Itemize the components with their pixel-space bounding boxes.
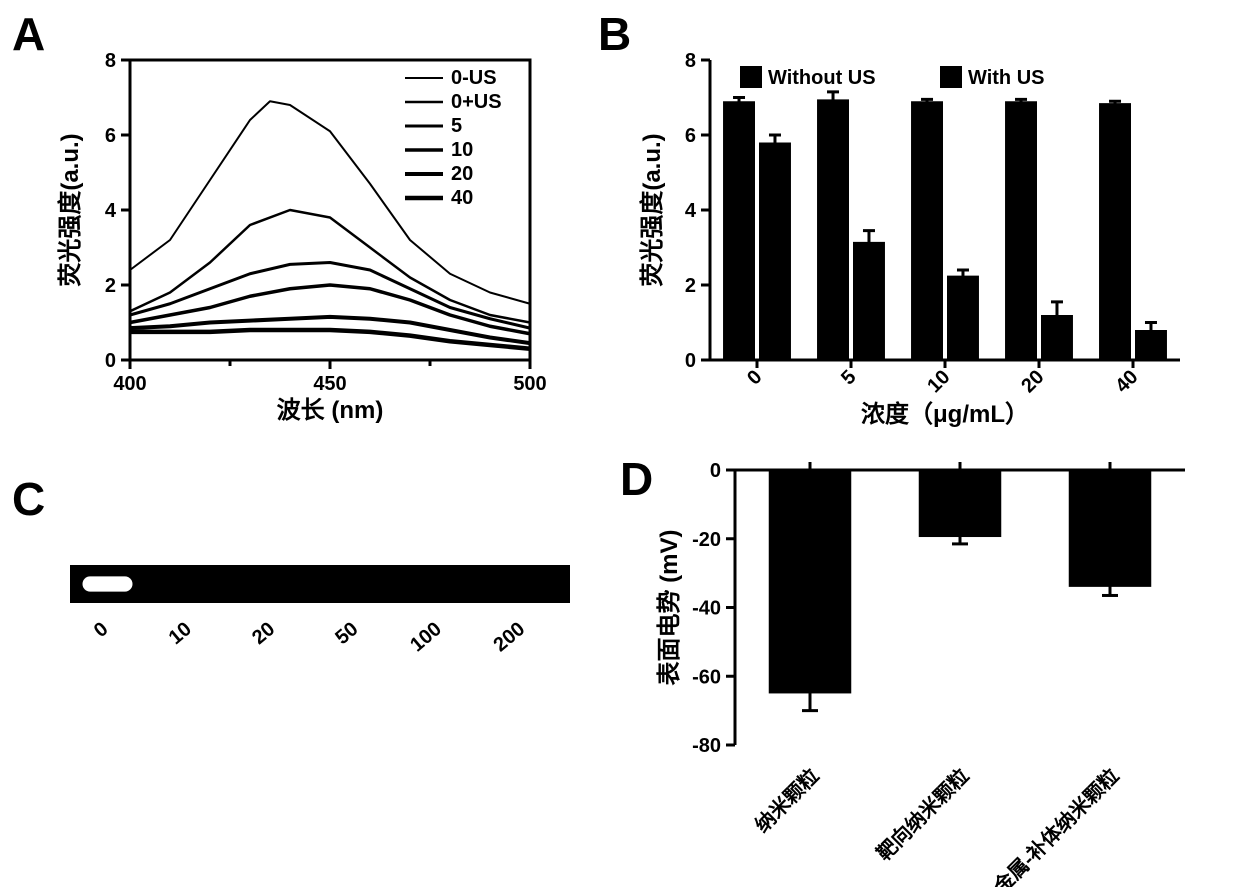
svg-text:0: 0 [685, 350, 696, 372]
panel-c-band [83, 576, 133, 591]
svg-text:8: 8 [685, 50, 696, 72]
panel-d-cat-1: 靶向纳米颗粒 [872, 764, 974, 866]
panel-b-cat-4: 40 [1111, 366, 1142, 397]
panel-b-cat-1: 5 [837, 366, 860, 389]
panel-b-bar-5-0 [817, 99, 849, 360]
panel-c-lane-4: 100 [406, 618, 446, 656]
panel-c-label: C [12, 473, 45, 525]
panel-c-lane-5: 200 [490, 618, 530, 656]
panel-a-legend-3: 10 [451, 139, 473, 161]
svg-text:-80: -80 [692, 735, 721, 757]
svg-text:8: 8 [105, 50, 116, 72]
panel-c-lane-1: 10 [165, 618, 196, 649]
panel-b-label: B [598, 8, 631, 60]
panel-a-legend-5: 40 [451, 187, 473, 209]
svg-text:400: 400 [113, 373, 146, 395]
panel-b-cat-3: 20 [1017, 366, 1048, 397]
panel-a-legend-2: 5 [451, 115, 462, 137]
panel-d-ylabel: 表面电势 (mV) [656, 530, 683, 686]
panel-b-bar-0-0 [723, 101, 755, 360]
panel-a-ylabel: 荧光强度(a.u.) [56, 133, 84, 286]
panel-b-bar-20-0 [1005, 101, 1037, 360]
svg-text:-40: -40 [692, 598, 721, 620]
panel-b-cat-2: 10 [923, 366, 954, 397]
panel-d-bar-1 [919, 470, 1002, 537]
panel-b-cat-0: 0 [743, 366, 766, 389]
panel-a-series-10 [130, 285, 530, 334]
panel-b-legend-0: Without US [768, 67, 876, 89]
panel-b-xlabel: 浓度（μg/mL） [861, 400, 1029, 428]
figure-svg: A02468400450500波长 (nm)荧光强度(a.u.)0-US0+US… [0, 0, 1240, 887]
panel-a-legend-4: 20 [451, 163, 473, 185]
svg-text:4: 4 [105, 200, 117, 222]
panel-b-bar-0-1 [759, 143, 791, 361]
svg-text:4: 4 [685, 200, 697, 222]
panel-d-bar-2 [1069, 470, 1152, 587]
panel-c-lane-3: 50 [331, 618, 362, 649]
panel-a-legend-0: 0-US [451, 67, 497, 89]
panel-a-series-0+US [130, 210, 530, 323]
panel-d-cat-2: 金属-补体纳米颗粒 [988, 764, 1124, 887]
svg-text:450: 450 [313, 373, 346, 395]
panel-d-cat-0: 纳米颗粒 [750, 764, 824, 838]
svg-text:-20: -20 [692, 529, 721, 551]
panel-b-bar-10-1 [947, 276, 979, 360]
panel-c-lane-0: 0 [90, 618, 113, 642]
panel-b-bar-5-1 [853, 242, 885, 360]
panel-a-label: A [12, 8, 45, 60]
panel-b-legend-1: With US [968, 67, 1044, 89]
svg-text:2: 2 [685, 275, 696, 297]
panel-b-bar-10-0 [911, 101, 943, 360]
panel-a-legend-1: 0+US [451, 91, 502, 113]
svg-text:0: 0 [710, 460, 721, 482]
panel-c-strip [70, 565, 570, 603]
svg-text:-60: -60 [692, 666, 721, 688]
svg-text:500: 500 [513, 373, 546, 395]
svg-text:6: 6 [105, 125, 116, 147]
svg-text:6: 6 [685, 125, 696, 147]
svg-text:2: 2 [105, 275, 116, 297]
svg-text:0: 0 [105, 350, 116, 372]
panel-a-xlabel: 波长 (nm) [277, 397, 384, 424]
panel-d-label: D [620, 453, 653, 505]
panel-b-ylabel: 荧光强度(a.u.) [638, 133, 666, 286]
panel-c-lane-2: 20 [248, 618, 279, 649]
panel-d-bar-0 [769, 470, 852, 693]
panel-b-bar-40-0 [1099, 103, 1131, 360]
